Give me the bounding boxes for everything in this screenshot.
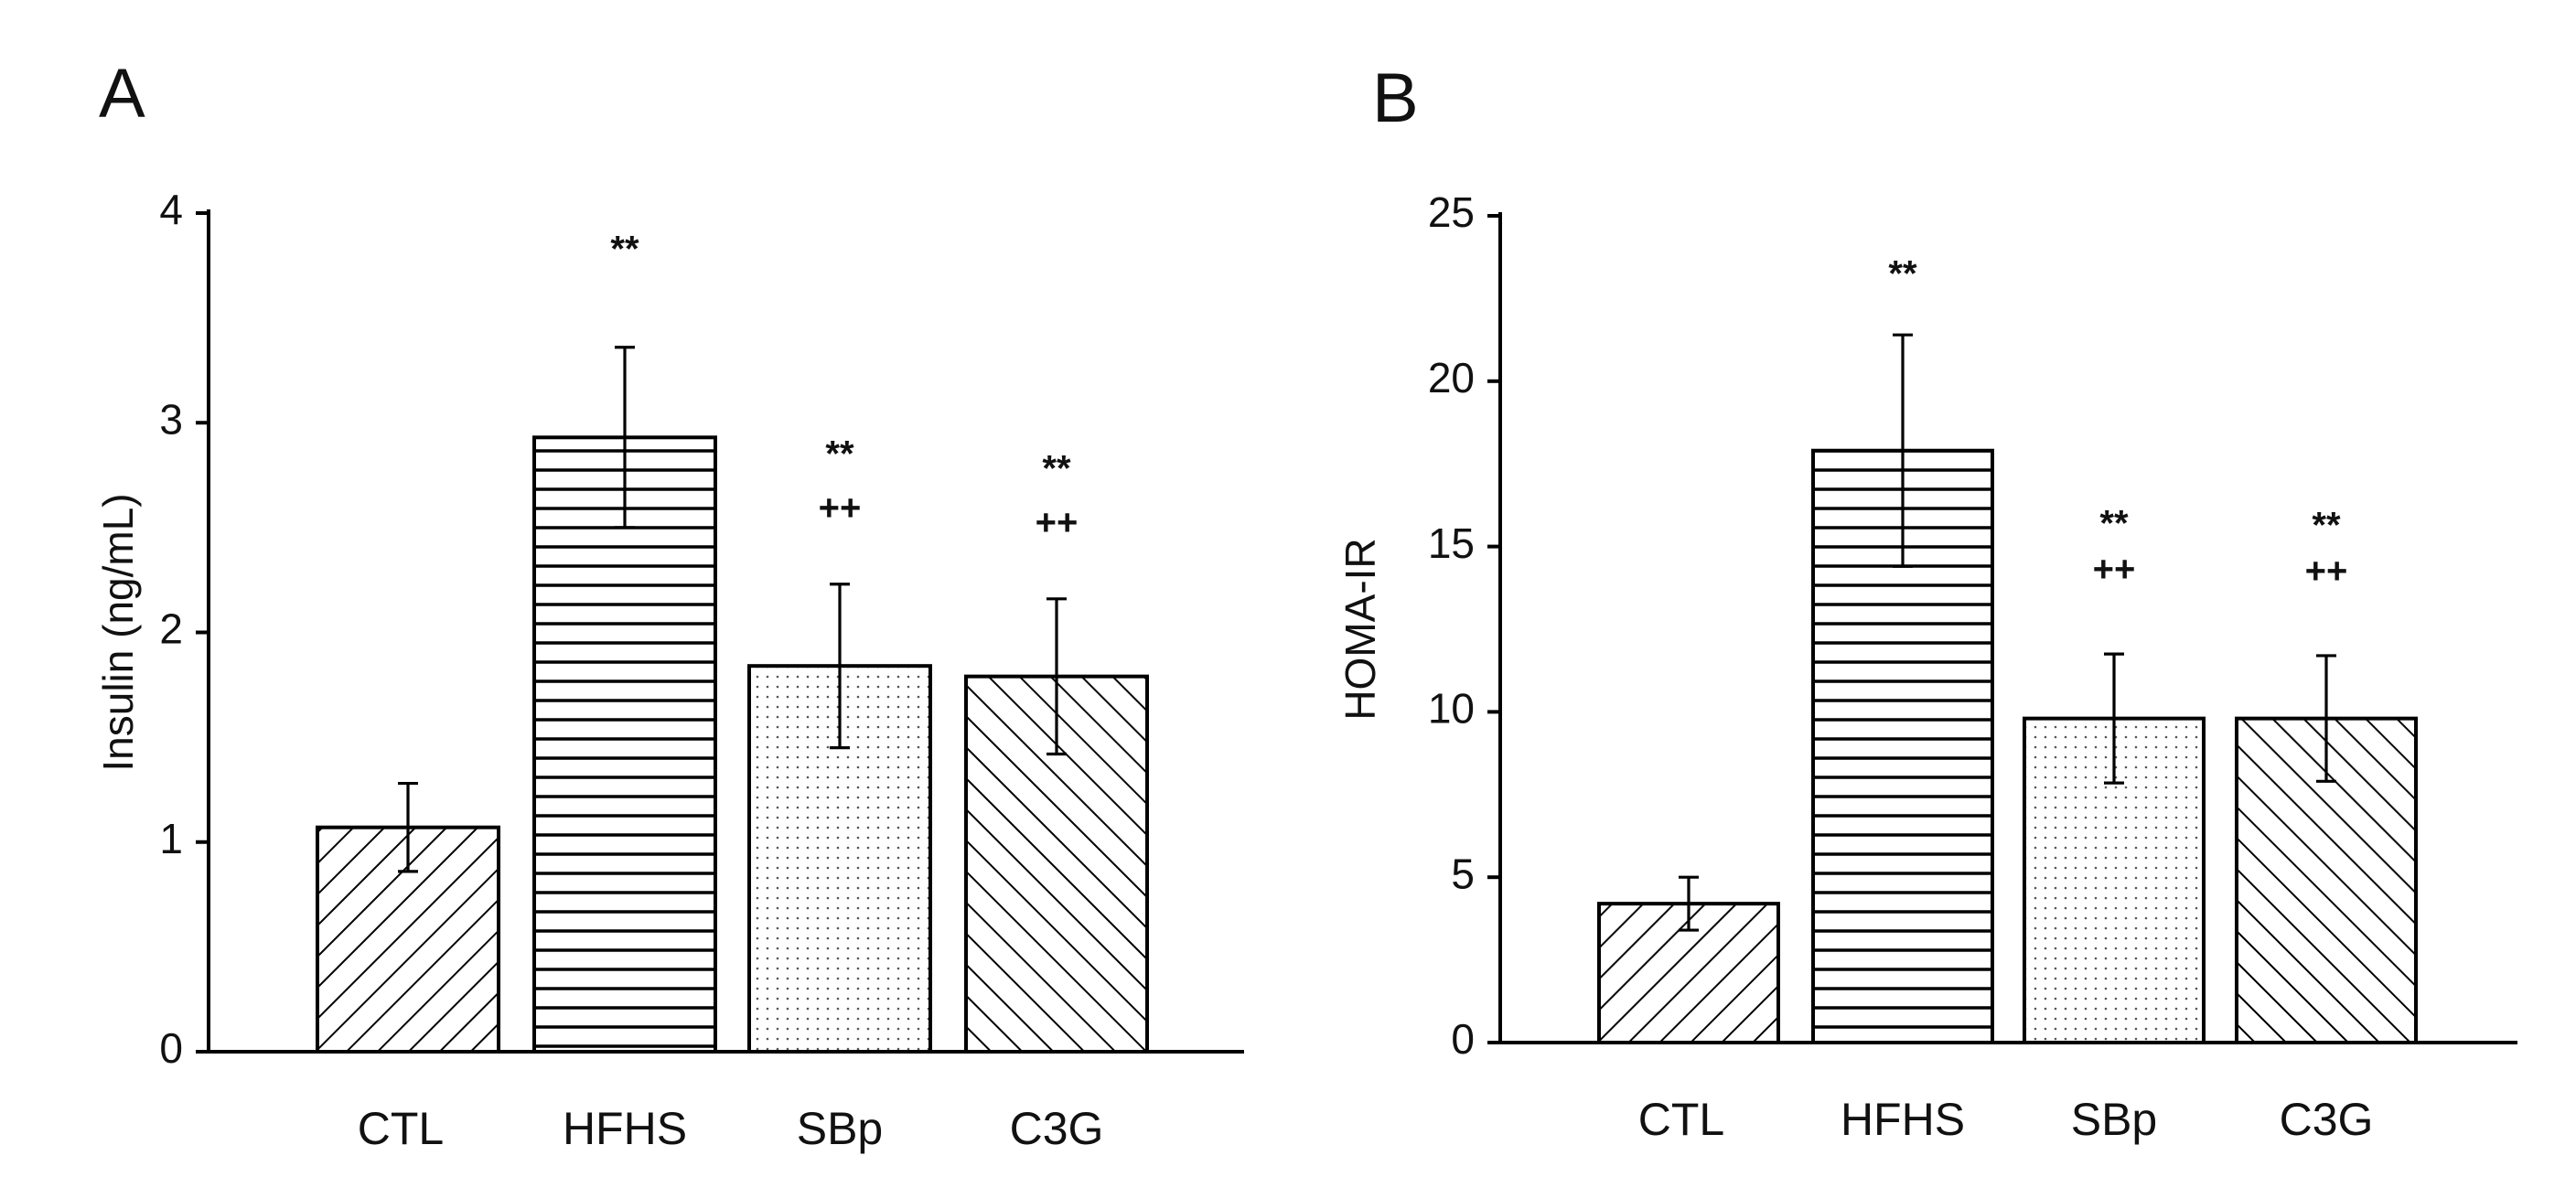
- error-bar-ctl: [398, 781, 418, 873]
- panel-letter: A: [99, 55, 145, 133]
- bar-hfhs: [534, 437, 715, 1052]
- significance-label: **: [2312, 505, 2341, 545]
- y-axis-title: HOMA-IR: [1336, 538, 1384, 720]
- y-tick-label: 15: [1428, 519, 1475, 567]
- category-label-ctl: CTL: [1638, 1094, 1724, 1145]
- category-label-hfhs: HFHS: [1841, 1094, 1965, 1145]
- significance-label: ++: [2093, 550, 2136, 590]
- panel-letter: B: [1372, 59, 1419, 137]
- category-label-sbp: SBp: [797, 1103, 884, 1154]
- y-tick-label: 0: [1451, 1015, 1475, 1063]
- y-tick-label: 0: [159, 1024, 183, 1072]
- y-tick-label: 25: [1428, 188, 1475, 236]
- error-bar-sbp: [830, 583, 850, 750]
- y-tick-label: 4: [159, 186, 183, 233]
- error-bar-sbp: [2104, 652, 2124, 785]
- y-tick-label: 2: [159, 605, 183, 653]
- error-bar-c3g: [2316, 654, 2336, 783]
- significance-label: ++: [1036, 502, 1079, 542]
- category-label-c3g: C3G: [2280, 1094, 2374, 1145]
- error-bar-hfhs: [615, 346, 635, 530]
- significance-label: **: [825, 433, 854, 474]
- y-tick-label: 10: [1428, 685, 1475, 733]
- y-tick-label: 3: [159, 395, 183, 443]
- category-label-sbp: SBp: [2071, 1094, 2158, 1145]
- significance-label: **: [1042, 448, 1071, 488]
- chart-panel-b: B ** ** ++ ** ++ 0 5 10 15 20 25 CTL HFHS SBp C3G HOMA-I…: [1336, 59, 2517, 1145]
- y-tick-label: 5: [1451, 850, 1475, 897]
- category-label-ctl: CTL: [358, 1103, 444, 1154]
- significance-label: ++: [2305, 551, 2348, 591]
- significance-label: **: [610, 230, 639, 270]
- error-bar-ctl: [1679, 875, 1699, 932]
- chart-panel-a: A ** ** ++ ** ++ 0 1 2 3 4 CTL HFHS SBp C3G Insulin (ng…: [94, 55, 1244, 1154]
- category-label-c3g: C3G: [1010, 1103, 1104, 1154]
- significance-label: **: [1888, 254, 1917, 294]
- significance-label: ++: [819, 487, 862, 528]
- error-bar-hfhs: [1893, 333, 1913, 568]
- category-label-hfhs: HFHS: [563, 1103, 687, 1154]
- y-tick-label: 1: [159, 815, 183, 862]
- error-bar-c3g: [1046, 597, 1067, 756]
- y-axis-title: Insulin (ng/mL): [94, 493, 142, 771]
- y-tick-label: 20: [1428, 354, 1475, 401]
- significance-label: **: [2099, 504, 2129, 544]
